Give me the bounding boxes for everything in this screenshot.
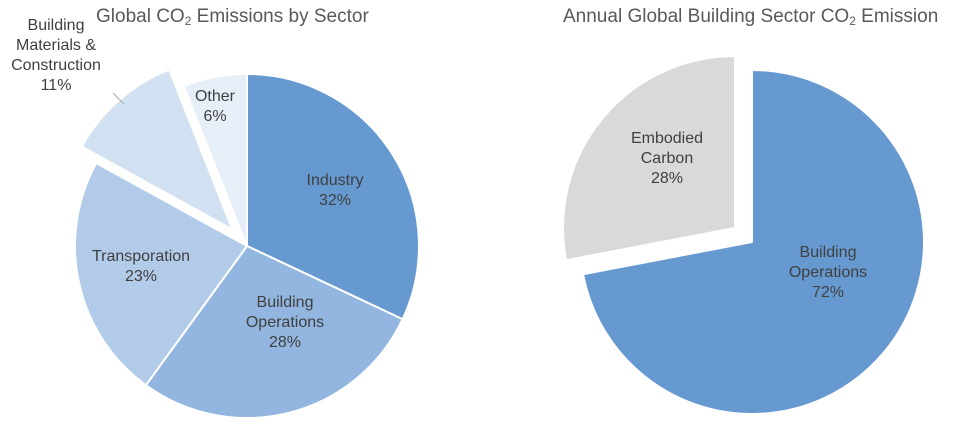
pie-0-slice-4 <box>182 73 248 247</box>
pie-1-slice-label-0-line-1: Operations <box>789 264 867 281</box>
pie-0-slice-label-1-line-0: Building <box>257 294 314 311</box>
pie-0-slice-label-3: Building Materials & Construction 11% <box>11 17 101 94</box>
pie-0-slice-2 <box>74 162 248 387</box>
pie-0-slice-label-1: Building Operations 28% <box>246 294 324 351</box>
pie-1-slice-label-1: Embodied Carbon 28% <box>631 130 703 187</box>
pie-0-slice-3 <box>80 68 234 231</box>
pie-0-slice-label-0-line-0: Industry <box>307 172 364 189</box>
pie-1-slice-1 <box>562 54 737 262</box>
chart-title-right: Annual Global Building Sector CO2 Emissi… <box>563 6 939 28</box>
pie-1-slice-label-0-line-0: Building <box>800 244 857 261</box>
pie-0-slice-1 <box>144 245 404 419</box>
pie-0-slice-label-3-line-2: Construction <box>11 57 101 74</box>
pie-0-slice-label-2-line-0: Transporation <box>92 248 190 265</box>
pie-0-slice-label-2: Transporation 23% <box>92 248 190 285</box>
pie-0-slice-label-3-line-1: Materials & <box>16 37 96 54</box>
pie-0-slice-label-1-line-1: Operations <box>246 314 324 331</box>
pie-1-slice-label-1-line-2: 28% <box>651 170 683 187</box>
pie-0-slice-label-4-line-0: Other <box>195 88 236 105</box>
chart-title-left: Global CO2 Emissions by Sector <box>96 6 369 28</box>
pie-0-slice-label-0-line-1: 32% <box>319 192 351 209</box>
pie-1-slice-0 <box>582 69 925 415</box>
pie-0-slice-label-2-line-1: 23% <box>125 268 157 285</box>
pie-0-slice-label-3-line-0: Building <box>28 17 85 34</box>
pie-0-leader-line-3 <box>112 92 125 105</box>
pie-1-slice-label-1-line-1: Carbon <box>641 150 693 167</box>
pie-0-slice-label-0: Industry 32% <box>307 172 364 209</box>
pie-0-slice-label-4-line-1: 6% <box>203 108 226 125</box>
pie-0-slice-0 <box>246 73 420 321</box>
pie-0-slice-label-3-line-3: 11% <box>41 77 72 94</box>
pie-0-slice-label-1-line-2: 28% <box>269 334 301 351</box>
pie-0-slice-label-4: Other 6% <box>195 88 236 125</box>
pie-1-slice-label-0-line-2: 72% <box>812 284 844 301</box>
pie-1-slice-label-0: Building Operations 72% <box>789 244 867 301</box>
pie-1-slice-label-1-line-0: Embodied <box>631 130 703 147</box>
